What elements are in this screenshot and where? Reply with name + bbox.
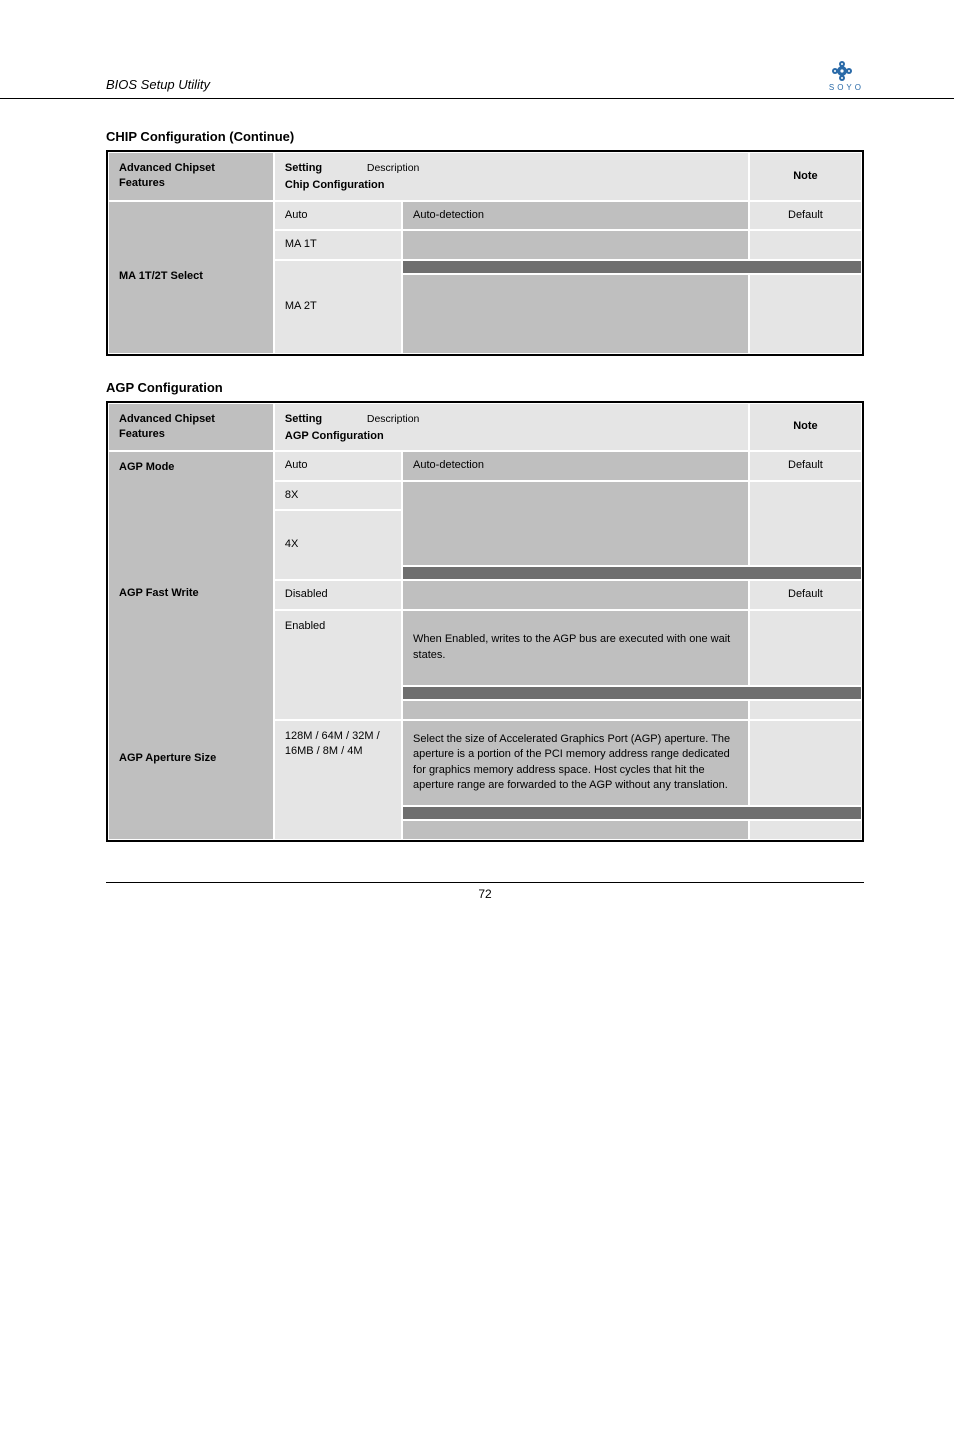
page-header: BIOS Setup Utility SOYO <box>0 60 954 99</box>
opt: 128M / 64M / 32M / 16MB / 8M / 4M <box>274 720 402 840</box>
header-setting-line1: Advanced Chipset <box>119 412 263 427</box>
table-chip-config: Advanced Chipset Features Setting Descri… <box>106 150 864 356</box>
soyo-logo-icon <box>829 60 855 82</box>
note: Default <box>749 201 862 230</box>
table-agp-config: Advanced Chipset Features Setting Descri… <box>106 401 864 842</box>
opt: Auto <box>274 201 402 230</box>
opt: Disabled <box>274 580 402 609</box>
header-setting-line2: Features <box>119 427 263 442</box>
table-header-row: Advanced Chipset Features Setting Descri… <box>108 403 862 452</box>
note <box>749 720 862 806</box>
header-note: Note <box>749 152 862 201</box>
section-title-agp: AGP Configuration <box>106 380 954 395</box>
desc <box>402 230 749 259</box>
opt: Auto <box>274 451 402 480</box>
cat-agp-aperture: AGP Aperture Size <box>119 751 263 766</box>
desc: When Enabled, writes to the AGP bus are … <box>402 610 749 686</box>
page-footer: 72 <box>106 882 864 901</box>
cat-agp-mode: AGP Mode <box>119 460 263 475</box>
header-setting-line2: Features <box>119 176 263 191</box>
table-header-row: Advanced Chipset Features Setting Descri… <box>108 152 862 201</box>
cat-agp-fast-write: AGP Fast Write <box>119 586 263 601</box>
opt: MA 2T <box>274 260 402 354</box>
note: Default <box>749 451 862 480</box>
header-sub-desc: Description <box>367 161 738 176</box>
header-sub-setting: Setting <box>285 412 355 427</box>
opt: 8X <box>274 481 402 510</box>
note <box>749 230 862 259</box>
desc: Auto-detection <box>402 451 749 480</box>
desc: Auto-detection <box>402 201 749 230</box>
brand-logo: SOYO <box>829 60 864 92</box>
desc: Select the size of Accelerated Graphics … <box>402 720 749 806</box>
brand-name: SOYO <box>829 83 864 92</box>
header-desc: AGP Configuration <box>285 429 738 444</box>
cat-ma-select: MA 1T/2T Select <box>108 201 274 354</box>
note <box>749 610 862 686</box>
header-note: Note <box>749 403 862 452</box>
header-desc: Chip Configuration <box>285 178 738 193</box>
desc <box>402 580 749 609</box>
header-sub-desc: Description <box>367 412 738 427</box>
page-number: 72 <box>478 887 491 901</box>
header-setting-line1: Advanced Chipset <box>119 161 263 176</box>
table-row: MA 1T/2T Select Auto Auto-detection Defa… <box>108 201 862 230</box>
opt: 4X <box>274 510 402 580</box>
opt: Enabled <box>274 610 402 720</box>
opt: MA 1T <box>274 230 402 259</box>
doc-title: BIOS Setup Utility <box>106 77 210 92</box>
table-row: AGP Mode AGP Fast Write AGP Aperture Siz… <box>108 451 862 480</box>
note: Default <box>749 580 862 609</box>
section-title-chip: CHIP Configuration (Continue) <box>106 129 954 144</box>
header-sub-setting: Setting <box>285 161 355 176</box>
